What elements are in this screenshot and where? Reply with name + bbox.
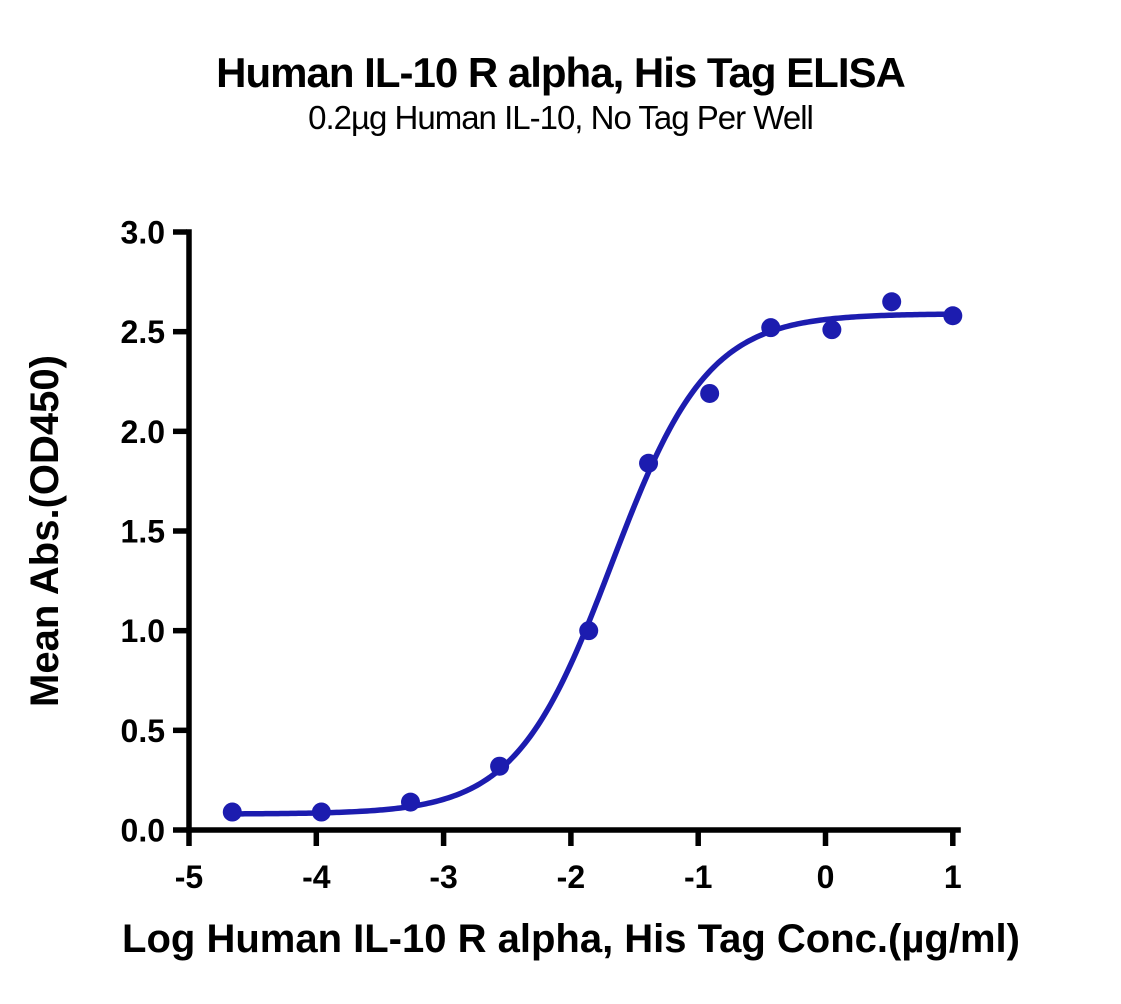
data-point: [639, 453, 659, 473]
fit-curve-layer: [229, 311, 956, 817]
chart-title: Human IL-10 R alpha, His Tag ELISA: [216, 49, 906, 96]
y-tick-label: 2.5: [121, 314, 165, 350]
y-tick-label: 3.0: [121, 215, 165, 251]
x-tick-label: -1: [684, 859, 712, 895]
data-point: [222, 802, 242, 822]
x-tick-label: -4: [302, 859, 331, 895]
y-tick-label: 1.5: [121, 514, 165, 550]
data-point: [943, 306, 963, 326]
y-tick-label: 0.0: [121, 813, 165, 849]
y-axis-label: Mean Abs.(OD450): [23, 355, 67, 707]
data-point: [311, 802, 331, 822]
data-point: [700, 383, 720, 403]
x-tick-label: -3: [429, 859, 457, 895]
x-tick-label: 1: [944, 859, 962, 895]
axes-layer: 0.0 0.5 1.0 1.5 2.0 2.5 3.0 -5 -4 -3 -2 -1 0 1: [121, 215, 962, 896]
x-tick-label: -5: [175, 859, 203, 895]
y-tick-label: 1.0: [121, 613, 165, 649]
x-axis-label: Log Human IL-10 R alpha, His Tag Conc.(µ…: [122, 917, 1020, 961]
data-points-layer: [222, 292, 963, 822]
data-point: [822, 320, 842, 340]
data-point: [490, 756, 510, 776]
data-point: [882, 292, 902, 312]
y-tick-label: 0.5: [121, 713, 165, 749]
x-tick-label: -2: [557, 859, 585, 895]
chart-subtitle: 0.2µg Human IL-10, No Tag Per Well: [308, 99, 814, 136]
data-point: [401, 792, 420, 812]
data-point: [761, 318, 781, 338]
x-tick-label: 0: [817, 859, 835, 895]
fit-curve: [229, 311, 956, 817]
y-tick-label: 2.0: [121, 414, 165, 450]
data-point: [579, 621, 599, 641]
